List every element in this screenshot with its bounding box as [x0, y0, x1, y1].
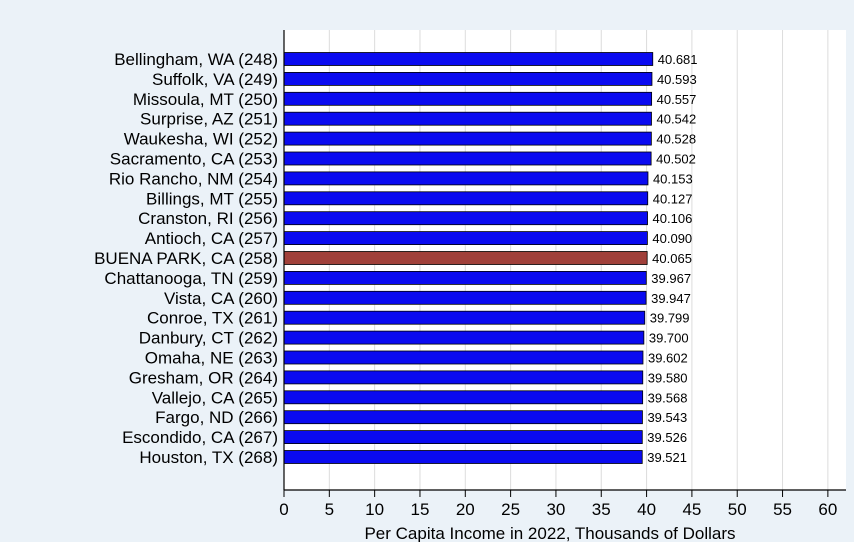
bar-highlighted — [283, 251, 648, 265]
x-tick-label: 25 — [501, 500, 520, 519]
category-label: Rio Rancho, NM (254) — [109, 169, 278, 188]
category-label: Antioch, CA (257) — [145, 229, 278, 248]
x-tick-label: 10 — [365, 500, 384, 519]
value-label: 39.947 — [651, 291, 691, 306]
category-label: Cranston, RI (256) — [138, 209, 278, 228]
value-label: 39.526 — [647, 430, 687, 445]
category-label: Gresham, OR (264) — [129, 368, 278, 387]
bars — [283, 52, 654, 464]
bar — [283, 410, 643, 425]
x-tick-label: 45 — [682, 500, 701, 519]
bar — [283, 191, 649, 206]
value-label: 40.153 — [653, 171, 693, 186]
category-label: Houston, TX (268) — [139, 448, 278, 467]
bar — [283, 211, 648, 226]
bar — [283, 370, 644, 385]
value-label: 40.681 — [658, 52, 698, 67]
category-label: Chattanooga, TN (259) — [104, 269, 278, 288]
category-label: Surprise, AZ (251) — [140, 110, 278, 129]
x-tick-label: 35 — [592, 500, 611, 519]
bar — [283, 330, 645, 345]
bar — [283, 171, 649, 186]
value-label: 39.543 — [647, 410, 687, 425]
bar — [283, 390, 644, 405]
value-label: 40.557 — [657, 92, 697, 107]
x-tick-label: 30 — [546, 500, 565, 519]
bar — [283, 350, 644, 365]
value-label: 40.528 — [656, 132, 696, 147]
x-tick-label: 60 — [818, 500, 837, 519]
category-label: Danbury, CT (262) — [139, 329, 278, 348]
category-label: Sacramento, CA (253) — [110, 150, 278, 169]
category-label: Bellingham, WA (248) — [114, 50, 278, 69]
value-label: 39.799 — [650, 311, 690, 326]
value-label: 39.967 — [651, 271, 691, 286]
x-tick-label: 55 — [773, 500, 792, 519]
x-tick-label: 50 — [728, 500, 747, 519]
value-label: 39.700 — [649, 331, 689, 346]
value-label: 40.502 — [656, 152, 696, 167]
bar — [283, 450, 643, 464]
category-label: Vallejo, CA (265) — [152, 388, 278, 407]
category-label: BUENA PARK, CA (258) — [94, 249, 278, 268]
bar — [283, 111, 652, 126]
value-label: 39.580 — [648, 370, 688, 385]
x-axis-title: Per Capita Income in 2022, Thousands of … — [364, 524, 735, 542]
bar — [283, 231, 648, 246]
category-label: Missoula, MT (250) — [133, 90, 278, 109]
category-label: Conroe, TX (261) — [147, 309, 278, 328]
x-tick-label: 40 — [637, 500, 656, 519]
value-label: 40.065 — [652, 251, 692, 266]
bar — [283, 131, 652, 146]
category-label: Vista, CA (260) — [164, 289, 278, 308]
category-label: Omaha, NE (263) — [145, 349, 278, 368]
value-label: 40.090 — [652, 231, 692, 246]
value-labels: 40.681 40.593 40.557 40.542 40.528 40.502 40.1… — [647, 52, 697, 465]
value-label: 40.593 — [657, 72, 697, 87]
bar — [283, 310, 646, 325]
category-label: Billings, MT (255) — [146, 189, 278, 208]
value-label: 40.106 — [653, 211, 693, 226]
bar — [283, 151, 652, 166]
bar — [283, 91, 653, 106]
x-axis: 0 5 10 15 20 25 30 35 40 45 50 55 60 — [279, 490, 837, 519]
x-tick-label: 0 — [279, 500, 288, 519]
bar — [283, 430, 643, 445]
category-label: Escondido, CA (267) — [122, 428, 278, 447]
category-labels: Bellingham, WA (248)Suffolk, VA (249)Mis… — [94, 50, 278, 467]
category-label: Waukesha, WI (252) — [124, 130, 278, 149]
value-label: 40.542 — [656, 112, 696, 127]
category-label: Fargo, ND (266) — [155, 408, 278, 427]
value-label: 39.521 — [647, 450, 687, 465]
category-label: Suffolk, VA (249) — [152, 70, 278, 89]
bar — [283, 52, 654, 66]
bar — [283, 290, 647, 305]
value-label: 40.127 — [653, 191, 693, 206]
value-label: 39.602 — [648, 351, 688, 366]
x-tick-label: 15 — [411, 500, 430, 519]
x-tick-label: 20 — [456, 500, 475, 519]
bar — [283, 270, 647, 285]
value-label: 39.568 — [648, 390, 688, 405]
x-tick-label: 5 — [325, 500, 334, 519]
bar — [283, 72, 653, 86]
